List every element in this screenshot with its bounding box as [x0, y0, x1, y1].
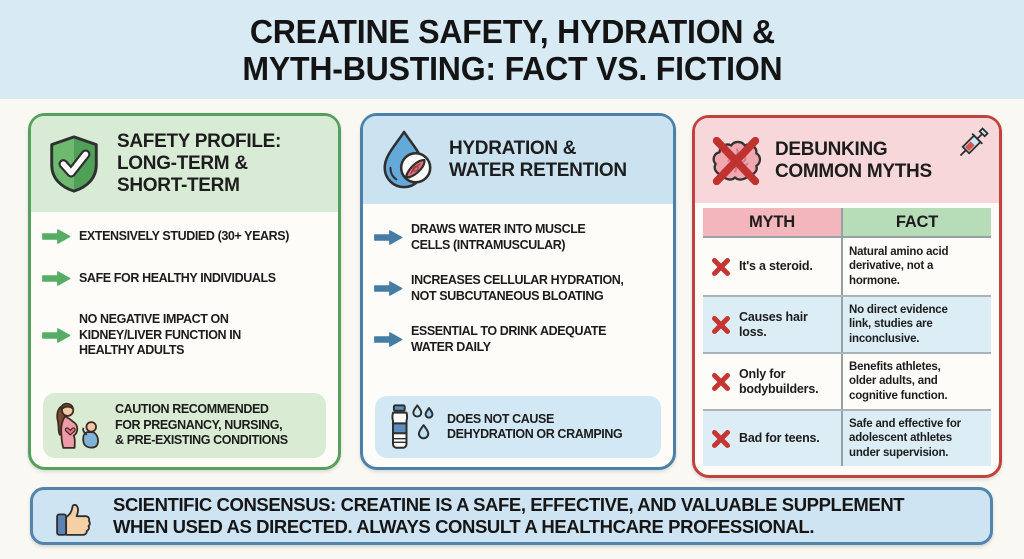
arrow-right-icon [42, 229, 71, 244]
table-row: Causes hair loss. No direct evidence lin… [703, 295, 991, 352]
red-x-icon [712, 429, 730, 448]
myth-cell: Only for bodybuilders. [703, 354, 843, 409]
fact-text: No direct evidence link, studies are inc… [849, 303, 948, 345]
safety-bullet-list: EXTENSIVELY STUDIED (30+ YEARS) SAFE FOR… [31, 212, 338, 359]
pregnancy-caution-text: CAUTION RECOMMENDED FOR PREGNANCY, NURSI… [115, 402, 288, 448]
panel-hydration: HYDRATION & WATER RETENTION DRAWS WATER … [360, 113, 676, 470]
fact-text: Safe and effective for adolescent athlet… [849, 417, 961, 459]
myth-cell: Causes hair loss. [703, 297, 843, 352]
table-header-row: MYTH FACT [703, 208, 991, 238]
safety-bullet: NO NEGATIVE IMPACT ON KIDNEY/LIVER FUNCT… [41, 312, 334, 359]
water-drop-muscle-icon [383, 130, 432, 189]
pregnant-woman-and-baby-icon [56, 402, 99, 449]
hydration-panel-header: HYDRATION & WATER RETENTION [363, 116, 673, 204]
hydration-bullet-text: INCREASES CELLULAR HYDRATION, NOT SUBCUT… [411, 273, 624, 303]
safety-panel-header: SAFETY PROFILE: LONG-TERM & SHORT-TERM [31, 116, 338, 212]
consensus-text: SCIENTIFIC CONSENSUS: CREATINE IS A SAFE… [113, 493, 905, 538]
no-dehydration-callout: DOES NOT CAUSE DEHYDRATION OR CRAMPING [375, 396, 661, 458]
safety-bullet: SAFE FOR HEALTHY INDIVIDUALS [41, 270, 334, 287]
fact-text: Natural amino acid derivative, not a hor… [849, 245, 949, 287]
arrow-right-icon [374, 332, 403, 347]
safety-bullet-text: EXTENSIVELY STUDIED (30+ YEARS) [79, 228, 290, 243]
hydration-bullet-text: ESSENTIAL TO DRINK ADEQUATE WATER DAILY [411, 324, 607, 354]
panel-safety-profile: SAFETY PROFILE: LONG-TERM & SHORT-TERM E… [28, 113, 341, 470]
fact-column-header: FACT [843, 208, 991, 236]
myth-text: Causes hair loss. [739, 309, 808, 339]
no-dehydration-text: DOES NOT CAUSE DEHYDRATION OR CRAMPING [447, 411, 623, 442]
hydration-bullet: DRAWS WATER INTO MUSCLE CELLS (INTRAMUSC… [373, 222, 669, 253]
myth-text: It's a steroid. [739, 259, 813, 273]
hydration-bullet-list: DRAWS WATER INTO MUSCLE CELLS (INTRAMUSC… [363, 204, 673, 355]
shield-check-icon [50, 135, 98, 193]
table-row: Bad for teens. Safe and effective for ad… [703, 409, 991, 466]
hydration-bullet: ESSENTIAL TO DRINK ADEQUATE WATER DAILY [373, 324, 669, 355]
table-row: Only for bodybuilders. Benefits athletes… [703, 352, 991, 409]
myth-column-header: MYTH [703, 208, 843, 236]
hydration-bullet-text: DRAWS WATER INTO MUSCLE CELLS (INTRAMUSC… [411, 222, 586, 252]
myth-text: Only for bodybuilders. [739, 366, 819, 396]
fact-cell: Benefits athletes, older adults, and cog… [843, 354, 991, 409]
myth-cell: It's a steroid. [703, 238, 843, 295]
safety-panel-title: SAFETY PROFILE: LONG-TERM & SHORT-TERM [117, 131, 282, 196]
fact-cell: Natural amino acid derivative, not a hor… [843, 238, 991, 295]
hydration-bullet: INCREASES CELLULAR HYDRATION, NOT SUBCUT… [373, 273, 669, 304]
syringe-icon [960, 127, 989, 156]
safety-bullet-text: SAFE FOR HEALTHY INDIVIDUALS [79, 270, 276, 285]
myths-panel-title: DEBUNKING COMMON MYTHS [775, 138, 932, 182]
title-band: CREATINE SAFETY, HYDRATION & MYTH-BUSTIN… [0, 0, 1024, 99]
myth-fact-table: MYTH FACT It's a steroid. Natural amino … [703, 208, 991, 466]
table-row: It's a steroid. Natural amino acid deriv… [703, 238, 991, 295]
hydration-panel-title: HYDRATION & WATER RETENTION [449, 138, 627, 181]
safety-bullet-text: NO NEGATIVE IMPACT ON KIDNEY/LIVER FUNCT… [79, 312, 241, 357]
arrow-right-icon [374, 281, 403, 296]
panel-debunking-myths: DEBUNKING COMMON MYTHS MYTH FACT It's a … [692, 115, 1002, 478]
myth-cell: Bad for teens. [703, 411, 843, 466]
thumbs-up-icon [56, 503, 91, 536]
page-title: CREATINE SAFETY, HYDRATION & MYTH-BUSTIN… [241, 12, 783, 87]
scientific-consensus-banner: SCIENTIFIC CONSENSUS: CREATINE IS A SAFE… [30, 487, 993, 545]
crossed-out-brain-icon [712, 136, 762, 185]
fact-cell: Safe and effective for adolescent athlet… [843, 411, 991, 466]
safety-bullet: EXTENSIVELY STUDIED (30+ YEARS) [41, 228, 334, 245]
myths-panel-header: DEBUNKING COMMON MYTHS [695, 118, 999, 203]
fact-cell: No direct evidence link, studies are inc… [843, 297, 991, 352]
arrow-right-icon [42, 327, 71, 343]
myth-text: Bad for teens. [739, 431, 820, 445]
pregnancy-caution-callout: CAUTION RECOMMENDED FOR PREGNANCY, NURSI… [43, 393, 326, 458]
fact-text: Benefits athletes, older adults, and cog… [849, 360, 948, 402]
arrow-right-icon [374, 230, 403, 245]
water-bottle-droplets-icon [391, 404, 434, 449]
red-x-icon [712, 372, 730, 391]
arrow-right-icon [42, 271, 71, 286]
red-x-icon [712, 257, 730, 276]
red-x-icon [712, 315, 730, 334]
